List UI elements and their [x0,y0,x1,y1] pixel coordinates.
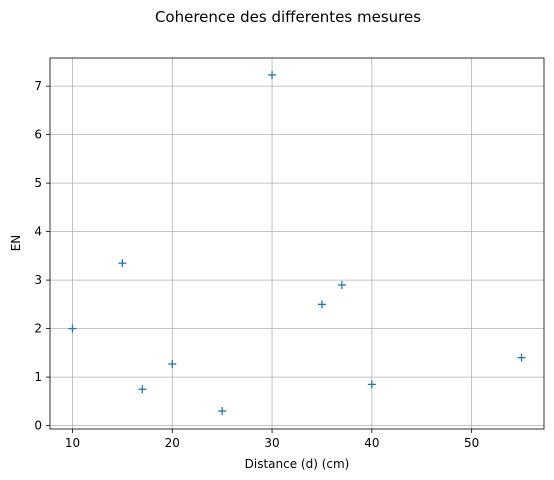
data-point [218,407,227,416]
y-axis-label: EN [9,235,23,252]
y-tick-label: 4 [34,225,42,239]
x-tick-label: 40 [364,436,379,450]
chart-title: Coherence des differentes mesures [155,8,421,26]
data-point [367,380,376,389]
y-tick-label: 3 [34,273,42,287]
data-point [337,280,346,289]
x-axis-label: Distance (d) (cm) [245,457,350,471]
y-tick-label: 7 [34,79,42,93]
axis-ticks: 10 20 30 40 50 0 1 2 3 4 5 6 7 [34,79,479,450]
data-point [268,70,277,79]
data-points [68,70,526,416]
y-tick-label: 5 [34,176,42,190]
x-tick-label: 30 [264,436,279,450]
data-point [517,353,526,362]
plot-frame [49,57,545,430]
data-point [138,385,147,394]
grid [50,58,544,429]
x-tick-label: 10 [65,436,80,450]
data-point [118,259,127,268]
y-tick-label: 2 [34,322,42,336]
y-tick-label: 6 [34,128,42,142]
x-tick-label: 20 [165,436,180,450]
x-tick-label: 50 [464,436,479,450]
data-point [168,360,177,369]
y-tick-label: 1 [34,370,42,384]
data-point [317,300,326,309]
y-tick-label: 0 [34,419,42,433]
data-point [68,324,77,333]
